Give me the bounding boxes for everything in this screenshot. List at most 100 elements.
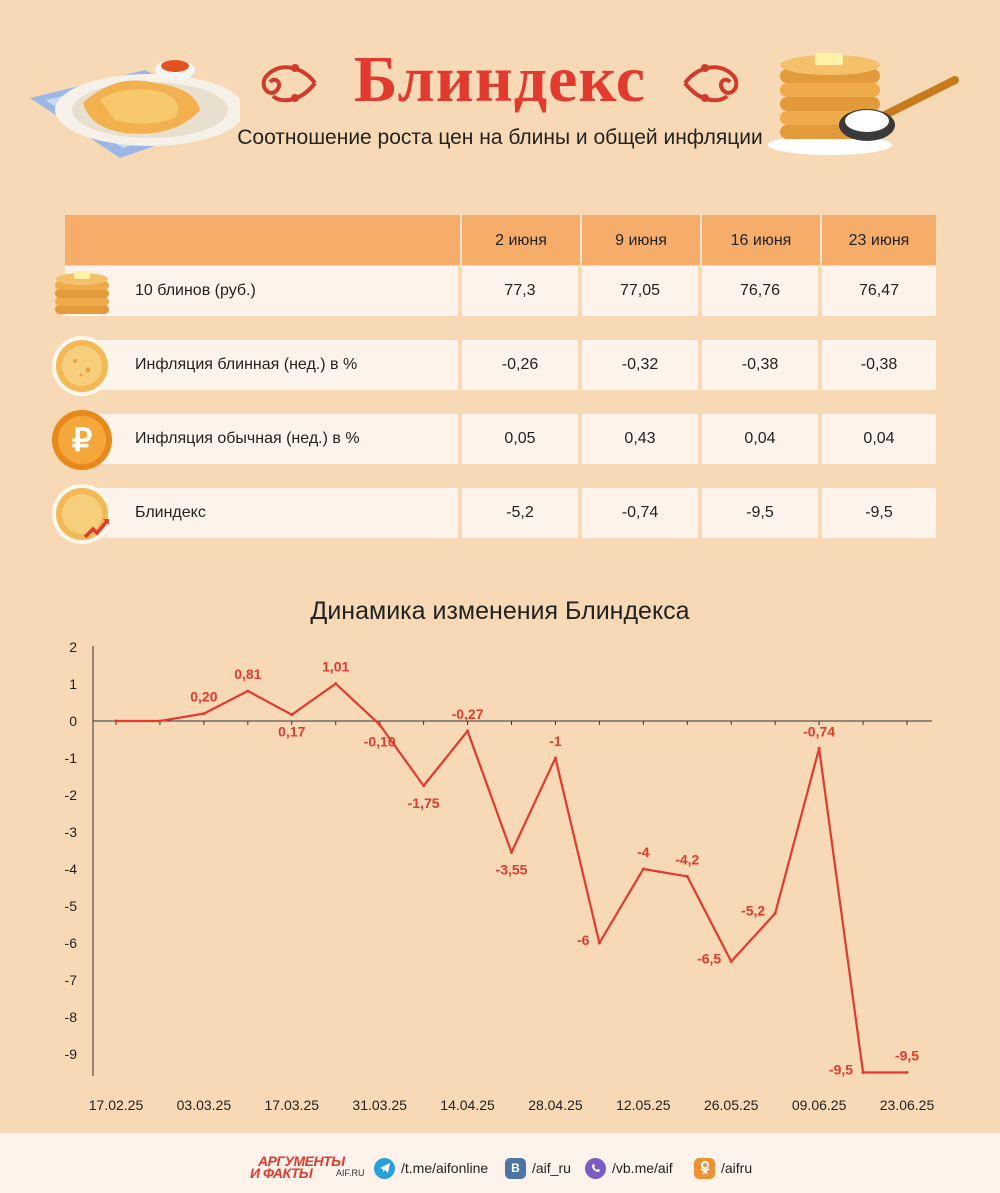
data-point (641, 867, 645, 871)
data-label: -4 (637, 844, 650, 860)
data-point (158, 719, 162, 723)
table-row: Блиндекс -5,2 -0,74 -9,5 -9,5 (52, 484, 936, 544)
telegram-link-text: /t.me/aifonline (401, 1160, 489, 1176)
odnoklassniki-icon (694, 1157, 715, 1179)
pancake-plate-illustration (30, 60, 240, 158)
data-point (597, 941, 601, 945)
table-cell: -0,38 (702, 340, 818, 390)
ruble-coin-icon: ₽ (52, 410, 112, 470)
data-point (114, 719, 118, 723)
header: Блиндекс Соотношение роста цен на блины … (0, 0, 1000, 180)
data-label: -4,2 (675, 851, 699, 867)
y-tick-label: 2 (69, 639, 77, 655)
data-point (378, 723, 382, 727)
pancake-stack-icon (55, 271, 109, 314)
table-cell: 0,43 (582, 414, 698, 464)
data-point (290, 713, 294, 717)
telegram-icon (374, 1157, 395, 1179)
logo-site: AIF.RU (336, 1168, 365, 1178)
data-label: -3,55 (496, 861, 528, 877)
y-tick-label: -8 (65, 1009, 78, 1025)
data-point (466, 729, 470, 733)
data-point (246, 689, 250, 693)
y-tick-label: -3 (65, 824, 78, 840)
table-cell: -0,32 (582, 340, 698, 390)
data-point (422, 784, 426, 788)
data-point (861, 1071, 865, 1074)
pancake-stack-illustration (768, 53, 959, 155)
row-label: Инфляция блинная (нед.) в % (65, 340, 458, 390)
column-header: 16 июня (700, 215, 820, 265)
x-tick-label: 17.02.25 (89, 1097, 144, 1113)
y-tick-label: -6 (65, 935, 78, 951)
table-cell: -9,5 (702, 488, 818, 538)
data-point (773, 911, 777, 915)
data-point (334, 682, 338, 686)
y-tick-label: 1 (69, 676, 77, 692)
column-header: 2 июня (460, 215, 580, 265)
x-tick-label: 31.03.25 (352, 1097, 407, 1113)
data-label: 1,01 (322, 659, 349, 675)
table-cell: 0,04 (822, 414, 936, 464)
y-tick-label: 0 (69, 713, 77, 729)
x-tick-label: 28.04.25 (528, 1097, 583, 1113)
table-cell: -0,26 (462, 340, 578, 390)
svg-text:₽: ₽ (72, 422, 92, 458)
data-point (817, 746, 821, 750)
data-label: 0,20 (190, 689, 217, 705)
page-subtitle: Соотношение роста цен на блины и общей и… (237, 126, 763, 149)
table-cell: -0,74 (582, 488, 698, 538)
viber-link-text: /vb.me/aif (612, 1160, 673, 1176)
pancake-icon (52, 336, 112, 396)
decorative-swirl-right (683, 64, 739, 103)
column-header: 9 июня (580, 215, 700, 265)
row-label: Блиндекс (65, 488, 458, 538)
y-tick-label: -7 (65, 972, 78, 988)
x-tick-label: 12.05.25 (616, 1097, 671, 1113)
data-label: -6,5 (697, 951, 721, 967)
data-label: 0,81 (234, 666, 261, 682)
column-header: 23 июня (820, 215, 936, 265)
telegram-link[interactable]: /t.me/aifonline (374, 1157, 488, 1179)
x-tick-label: 17.03.25 (265, 1097, 320, 1113)
table-header: 2 июня 9 июня 16 июня 23 июня (65, 215, 936, 265)
vk-icon: В (505, 1157, 526, 1179)
viber-link[interactable]: /vb.me/aif (585, 1157, 673, 1179)
table-cell: -0,38 (822, 340, 936, 390)
y-tick-label: -1 (65, 750, 78, 766)
data-label: -6 (577, 932, 590, 948)
data-label: -5,2 (741, 902, 765, 918)
x-tick-label: 23.06.25 (880, 1097, 935, 1113)
data-point (510, 850, 513, 854)
x-tick-label: 14.04.25 (440, 1097, 495, 1113)
table-cell: -5,2 (462, 488, 578, 538)
logo-line-1: АРГУМЕНТЫ (258, 1153, 345, 1169)
x-tick-label: 09.06.25 (792, 1097, 847, 1113)
footer: АРГУМЕНТЫ И ФАКТЫ AIF.RU /t.me/aifonline… (0, 1133, 1000, 1193)
table-row: Инфляция обычная (нед.) в % 0,05 0,43 0,… (52, 410, 936, 470)
y-tick-label: -4 (65, 861, 78, 877)
series-line-blindex (116, 682, 907, 1074)
odnoklassniki-link[interactable]: /aifru (694, 1157, 752, 1179)
row-label: Инфляция обычная (нед.) в % (65, 414, 458, 464)
table-row: Инфляция блинная (нед.) в % -0,26 -0,32 … (52, 336, 936, 396)
table-cell: 76,76 (702, 266, 818, 316)
data-label: -1 (549, 733, 562, 749)
x-tick-label: 03.03.25 (177, 1097, 232, 1113)
pancake-growth-icon (52, 484, 112, 544)
data-point (202, 712, 206, 716)
table-cell: 0,04 (702, 414, 818, 464)
chart-title: Динамика изменения Блиндекса (310, 597, 690, 625)
aif-logo[interactable]: АРГУМЕНТЫ И ФАКТЫ AIF.RU (250, 1153, 365, 1181)
data-label: -1,75 (408, 795, 440, 811)
data-label: 0,17 (278, 724, 305, 740)
data-point (553, 756, 557, 760)
x-tick-label: 26.05.25 (704, 1097, 759, 1113)
vk-link[interactable]: В /aif_ru (505, 1157, 571, 1179)
data-label: -9,5 (829, 1062, 853, 1078)
y-tick-label: -9 (65, 1046, 78, 1062)
vk-link-text: /aif_ru (532, 1160, 571, 1176)
odnoklassniki-link-text: /aifru (721, 1160, 753, 1176)
viber-icon (585, 1157, 606, 1179)
y-tick-label: -5 (65, 898, 78, 914)
